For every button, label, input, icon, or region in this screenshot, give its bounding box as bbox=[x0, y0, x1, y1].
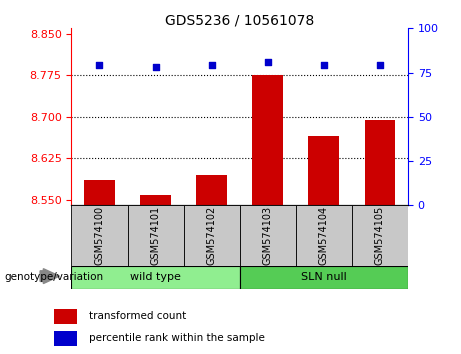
Point bbox=[152, 64, 160, 70]
Bar bbox=[71, 266, 240, 289]
Title: GDS5236 / 10561078: GDS5236 / 10561078 bbox=[165, 13, 314, 27]
Text: transformed count: transformed count bbox=[89, 312, 186, 321]
Bar bbox=[296, 205, 352, 266]
Bar bbox=[84, 181, 115, 205]
Bar bbox=[71, 205, 128, 266]
Text: GSM574105: GSM574105 bbox=[375, 206, 385, 265]
Text: SLN null: SLN null bbox=[301, 272, 347, 282]
Text: wild type: wild type bbox=[130, 272, 181, 282]
Text: GSM574100: GSM574100 bbox=[95, 206, 105, 265]
Bar bbox=[308, 136, 339, 205]
Bar bbox=[128, 205, 183, 266]
Point bbox=[208, 63, 215, 68]
Bar bbox=[365, 120, 396, 205]
Point bbox=[320, 63, 327, 68]
Text: genotype/variation: genotype/variation bbox=[5, 272, 104, 282]
Bar bbox=[140, 195, 171, 205]
Point bbox=[96, 63, 103, 68]
Bar bbox=[252, 75, 283, 205]
Bar bbox=[240, 205, 296, 266]
Point bbox=[376, 63, 384, 68]
Point bbox=[264, 59, 272, 65]
Text: GSM574104: GSM574104 bbox=[319, 206, 329, 265]
Bar bbox=[54, 331, 77, 346]
Text: GSM574103: GSM574103 bbox=[263, 206, 273, 265]
Text: percentile rank within the sample: percentile rank within the sample bbox=[89, 333, 265, 343]
Bar bbox=[183, 205, 240, 266]
Bar bbox=[240, 266, 408, 289]
Text: GSM574102: GSM574102 bbox=[207, 206, 217, 265]
Bar bbox=[352, 205, 408, 266]
Bar bbox=[54, 309, 77, 324]
Text: GSM574101: GSM574101 bbox=[151, 206, 160, 265]
Bar bbox=[196, 175, 227, 205]
FancyArrow shape bbox=[40, 269, 59, 284]
